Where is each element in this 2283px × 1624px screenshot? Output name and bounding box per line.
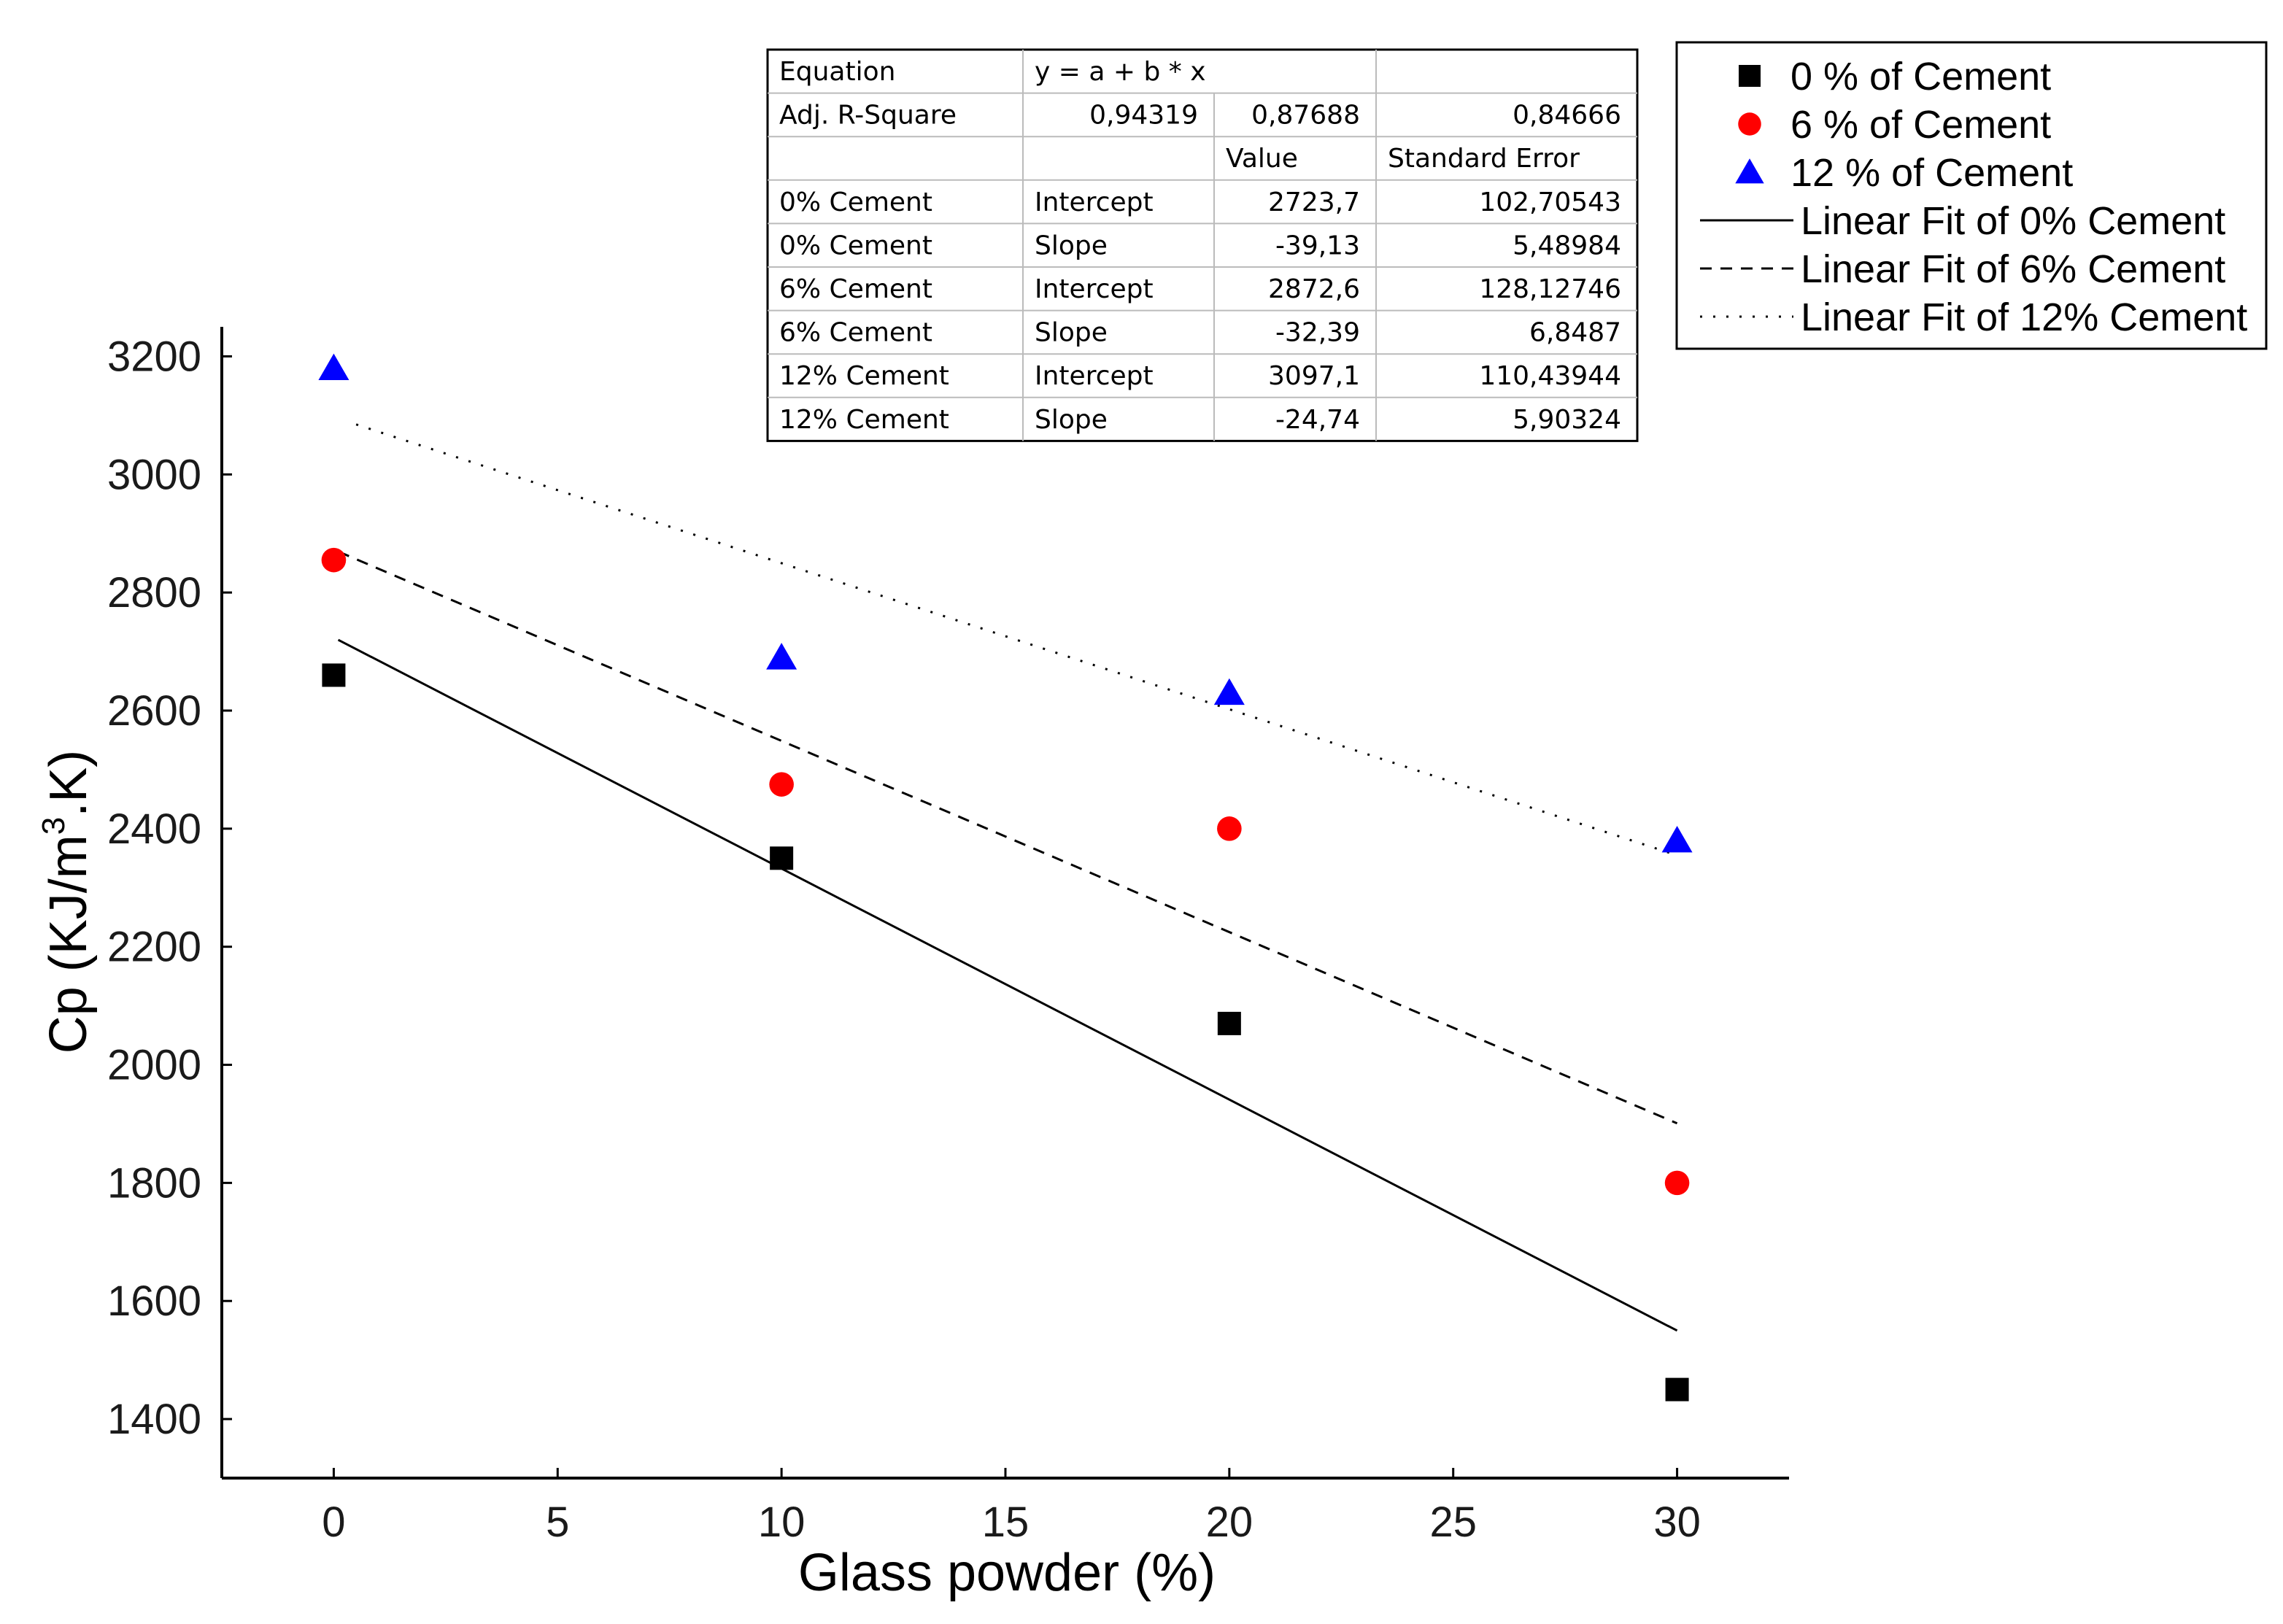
- y-tick-label: 1800: [107, 1159, 201, 1207]
- stats-table-cell: 6% Cement: [779, 274, 932, 304]
- stats-table-cell: 0,87688: [1251, 101, 1360, 131]
- data-point-s2-2: [1213, 678, 1245, 705]
- stats-table: Equation y = a + b * x Adj. R-Square 0,9431…: [766, 48, 1639, 442]
- data-points: [318, 353, 1693, 1401]
- data-point-s0-2: [1217, 1011, 1241, 1035]
- x-tick-label: 30: [1653, 1499, 1701, 1546]
- legend-label-3: Linear Fit of 0% Cement: [1801, 199, 2225, 243]
- fit-line-0: [337, 638, 1678, 1332]
- legend-label-0: 0 % of Cement: [1791, 55, 2051, 98]
- y-tick-label: 3000: [107, 451, 201, 498]
- stats-table-cell: 0,94319: [1089, 101, 1198, 131]
- data-point-s0-1: [770, 846, 794, 870]
- data-point-s2-0: [318, 353, 349, 381]
- y-tick-label: 2600: [107, 687, 201, 735]
- stats-table-cell: 12% Cement: [779, 405, 949, 435]
- stats-table-cell: 2723,7: [1268, 187, 1360, 217]
- legend-label-1: 6 % of Cement: [1791, 103, 2051, 147]
- x-tick-label: 10: [758, 1499, 806, 1546]
- data-point-s1-3: [1664, 1170, 1690, 1196]
- fit-lines: [337, 423, 1678, 1332]
- data-point-s0-3: [1665, 1377, 1689, 1401]
- stats-table-cell: Equation: [779, 57, 895, 87]
- y-axis-title-tail: .K): [39, 750, 98, 817]
- y-axis-title-main: Cp (KJ/m: [39, 835, 98, 1053]
- stats-table-cell: 128,12746: [1479, 274, 1621, 304]
- x-axis-title: Glass powder (%): [798, 1544, 1216, 1602]
- stats-table-cell: 0,84666: [1513, 101, 1621, 131]
- y-tick-label: 3200: [107, 333, 201, 380]
- x-tick-label: 20: [1206, 1499, 1253, 1546]
- stats-table-cell: Value: [1226, 144, 1298, 174]
- stats-table-cell: 6% Cement: [779, 318, 932, 348]
- data-point-s1-1: [769, 772, 794, 797]
- stats-table-cell: Adj. R-Square: [779, 101, 957, 131]
- stats-table-cell: y = a + b * x: [1035, 57, 1206, 87]
- stats-table-border: [766, 48, 1639, 442]
- legend-symbol-1: [1738, 112, 1761, 136]
- y-ticks: 1400 1600 1800 2000 2200 2400 2600 2800 3000 3200: [107, 333, 232, 1443]
- fit-line-1: [337, 550, 1678, 1125]
- legend-label-5: Linear Fit of 12% Cement: [1801, 295, 2247, 339]
- y-tick-label: 1400: [107, 1396, 201, 1443]
- stats-table-cell: Slope: [1035, 405, 1108, 435]
- stats-table-cell: Slope: [1035, 318, 1108, 348]
- stats-table-cell: 12% Cement: [779, 361, 949, 391]
- stats-table-cell: -39,13: [1275, 231, 1360, 260]
- axes: [220, 327, 1789, 1480]
- x-tick-label: 0: [322, 1499, 345, 1546]
- data-point-s2-3: [1661, 826, 1693, 853]
- x-tick-label: 25: [1429, 1499, 1477, 1546]
- legend-label-2: 12 % of Cement: [1791, 151, 2073, 195]
- y-tick-label: 2200: [107, 924, 201, 971]
- stats-table-cell: Slope: [1035, 231, 1108, 260]
- stats-table-cell: 6,8487: [1529, 318, 1621, 348]
- stats-table-cell: 5,48984: [1513, 231, 1621, 260]
- x-tick-label: 5: [546, 1499, 569, 1546]
- legend-box: [1675, 41, 2268, 350]
- y-axis-title: Cp (KJ/m3.K): [36, 750, 98, 1054]
- stats-table-cell: -24,74: [1275, 405, 1360, 435]
- stats-table-cell: 3097,1: [1268, 361, 1360, 391]
- stats-table-cell: -32,39: [1275, 318, 1360, 348]
- fit-line-2: [355, 423, 1678, 857]
- data-point-s0-0: [322, 663, 346, 687]
- data-point-s2-1: [766, 643, 797, 670]
- y-tick-label: 1600: [107, 1277, 201, 1325]
- y-tick-label: 2000: [107, 1042, 201, 1089]
- y-tick-label: 2800: [107, 569, 201, 616]
- data-point-s1-0: [321, 547, 347, 573]
- legend-symbol-0: [1739, 65, 1761, 87]
- y-axis-title-superscript: 3: [36, 817, 72, 835]
- legend-label-4: Linear Fit of 6% Cement: [1801, 247, 2225, 291]
- stats-table-cell: Intercept: [1035, 361, 1154, 391]
- stats-table-cell: 2872,6: [1268, 274, 1360, 304]
- data-point-s1-2: [1217, 816, 1242, 841]
- stats-table-cell: Intercept: [1035, 187, 1154, 217]
- stats-table-cell: Intercept: [1035, 274, 1154, 304]
- x-tick-label: 15: [982, 1499, 1030, 1546]
- stats-table-cell: Standard Error: [1388, 144, 1580, 174]
- stats-table-cell: 5,90324: [1513, 405, 1621, 435]
- stats-table-cell: 102,70543: [1479, 187, 1621, 217]
- stats-table-cell: 0% Cement: [779, 187, 932, 217]
- stats-table-cell: 110,43944: [1479, 361, 1621, 391]
- y-tick-label: 2400: [107, 805, 201, 853]
- legend-symbol-2: [1735, 158, 1764, 184]
- x-ticks: 0 5 10 15 20 25 30: [322, 1468, 1701, 1546]
- stats-table-cell: 0% Cement: [779, 231, 932, 260]
